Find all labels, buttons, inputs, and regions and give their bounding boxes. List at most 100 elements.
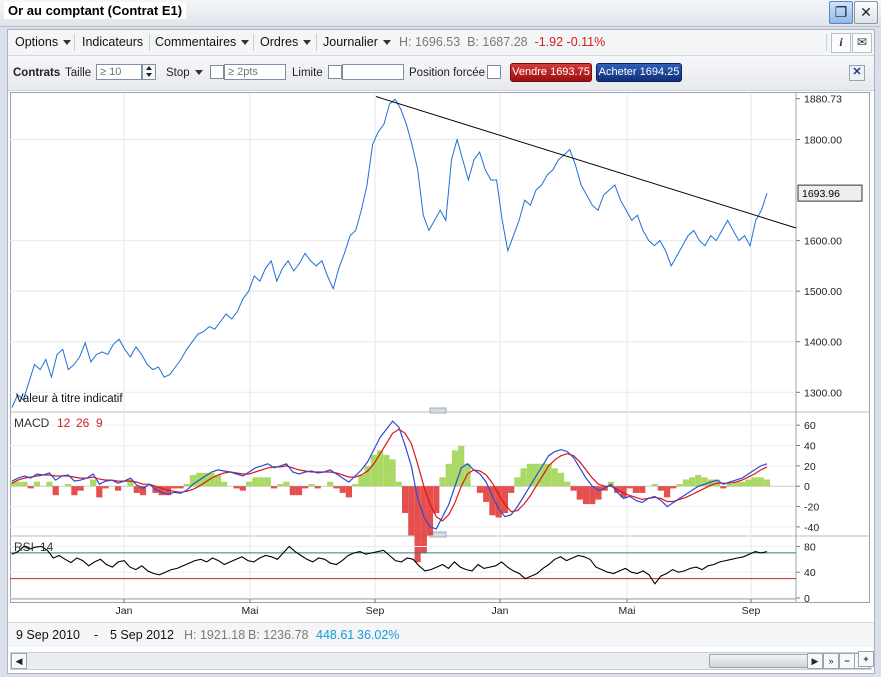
chevron-down-icon xyxy=(63,40,72,46)
quote-high: H: 1696.53 xyxy=(399,35,461,49)
macd-histogram-bar xyxy=(426,486,434,536)
menu-options[interactable]: Options xyxy=(15,35,72,49)
macd-histogram-bar xyxy=(582,486,590,505)
macd-y-tick-label: 20 xyxy=(804,461,816,473)
scroll-left-button[interactable]: ◀ xyxy=(11,653,27,669)
menu-indicateurs-label: Indicateurs xyxy=(82,35,144,49)
macd-y-tick-label: 0 xyxy=(804,481,810,493)
menu-indicateurs[interactable]: Indicateurs xyxy=(82,35,143,49)
chart-area[interactable]: 1880.73 1800.00 1600.00 1500.00 1400.00 1300.… xyxy=(8,92,870,640)
chart-svg[interactable]: 1880.73 1800.00 1600.00 1500.00 1400.00 1300.… xyxy=(8,92,870,640)
macd-histogram-bar xyxy=(46,481,53,487)
size-label: Taille xyxy=(65,67,92,79)
macd-histogram-bar xyxy=(433,486,440,514)
stop-dropdown[interactable]: Stop xyxy=(166,67,203,79)
rsi-line xyxy=(11,545,768,585)
macd-histogram-bar xyxy=(90,479,97,487)
limit-checkbox[interactable] xyxy=(328,65,342,79)
rsi-label: RSI xyxy=(14,540,34,554)
chart-frame xyxy=(10,92,870,603)
scroll-right-button[interactable]: ▶ xyxy=(807,653,823,669)
menu-journalier-label: Journalier xyxy=(323,35,378,49)
restore-window-icon: ❐ xyxy=(834,4,848,20)
macd-y-tick-label: -40 xyxy=(804,522,819,534)
macd-histogram-bar xyxy=(221,481,228,487)
macd-histogram-bar xyxy=(576,486,583,500)
quote-change-pct: -0.11% xyxy=(566,35,606,49)
rsi-y-tick-label: 0 xyxy=(804,593,810,605)
buy-button[interactable]: Acheter 1694.25 xyxy=(596,63,682,82)
triangle-left-icon: ◀ xyxy=(15,656,23,666)
menu-bar: Options Indicateurs Commentaires Ordres … xyxy=(8,30,874,56)
macd-histogram-bar xyxy=(327,481,334,487)
menu-ordres[interactable]: Ordres xyxy=(260,35,312,49)
macd-histogram-bar xyxy=(445,463,452,487)
forced-position-checkbox[interactable] xyxy=(487,65,501,79)
info-button[interactable]: i xyxy=(831,33,851,53)
macd-histogram-bar xyxy=(258,477,265,487)
menu-commentaires[interactable]: Commentaires xyxy=(155,35,250,49)
macd-histogram-bar xyxy=(751,477,758,487)
macd-histogram-bar xyxy=(763,479,771,487)
macd-y-tick-label: 60 xyxy=(804,420,816,432)
x-tick-label: Mai xyxy=(242,605,259,617)
menu-journalier[interactable]: Journalier xyxy=(323,35,391,49)
macd-histogram-bar xyxy=(302,486,309,489)
macd-histogram-bar xyxy=(65,484,72,487)
time-scrollbar[interactable]: ◀ ▶ » − ● xyxy=(10,652,872,670)
range-high: H: 1921.18 xyxy=(184,628,246,642)
macd-histogram-bar xyxy=(458,445,465,487)
x-tick-label: Sep xyxy=(366,605,385,617)
macd-histogram-bar xyxy=(620,486,627,498)
trend-line xyxy=(375,96,797,229)
chevron-down-icon xyxy=(146,73,152,77)
rsi-param: 14 xyxy=(40,540,54,554)
zoom-out-button[interactable]: − xyxy=(839,653,855,669)
zoom-in-button[interactable]: + xyxy=(858,651,874,667)
minus-icon: − xyxy=(844,656,850,666)
close-window-button[interactable]: ✕ xyxy=(854,1,878,24)
macd-histogram-bar xyxy=(676,484,683,487)
scroll-thumb[interactable] xyxy=(709,654,811,668)
restore-window-button[interactable]: ❐ xyxy=(829,1,853,24)
macd-histogram-bar xyxy=(632,486,639,493)
limit-input[interactable] xyxy=(342,64,404,80)
size-stepper[interactable] xyxy=(142,64,156,80)
macd-histogram-bar xyxy=(246,481,253,487)
macd-y-tick-label: 40 xyxy=(804,441,816,453)
macd-histogram-bar xyxy=(451,450,459,487)
macd-histogram-bar xyxy=(77,486,84,491)
price-y-tick-label: 1880.73 xyxy=(804,94,842,106)
macd-histogram-bar xyxy=(720,486,727,489)
menu-separator xyxy=(826,34,827,51)
macd-histogram-bar xyxy=(102,486,109,489)
menu-commentaires-label: Commentaires xyxy=(155,35,237,49)
macd-histogram-bar xyxy=(308,484,315,487)
macd-histogram-bar xyxy=(402,486,409,514)
macd-histogram-bar xyxy=(295,486,303,496)
macd-histogram-bar xyxy=(626,486,633,489)
macd-histogram-bar xyxy=(158,486,165,496)
macd-histogram-bar xyxy=(377,450,384,487)
macd-histogram-bar xyxy=(726,484,733,487)
stop-checkbox[interactable] xyxy=(210,65,224,79)
macd-histogram-bar xyxy=(639,486,646,493)
chevron-down-icon xyxy=(194,70,203,76)
stop-input[interactable] xyxy=(224,64,286,80)
mail-button[interactable]: ✉ xyxy=(852,33,872,53)
menu-options-label: Options xyxy=(15,35,59,49)
contracts-label: Contrats xyxy=(13,67,61,79)
size-input[interactable] xyxy=(96,64,142,80)
sell-button[interactable]: Vendre 1693.75 xyxy=(510,63,592,82)
macd-param: 9 xyxy=(96,416,103,430)
macd-histogram-bar xyxy=(689,477,696,487)
macd-histogram-bar xyxy=(358,475,365,487)
close-order-bar-button[interactable]: ✕ xyxy=(849,65,865,81)
start-date: 9 Sep 2010 xyxy=(16,628,80,642)
macd-histogram-bar xyxy=(252,477,259,487)
macd-histogram-bar xyxy=(526,463,533,487)
macd-histogram-bar xyxy=(171,486,178,489)
zoom-fit-button[interactable]: » xyxy=(823,653,839,669)
macd-histogram-bar xyxy=(551,468,558,487)
triangle-right-icon: ▶ xyxy=(811,656,819,666)
